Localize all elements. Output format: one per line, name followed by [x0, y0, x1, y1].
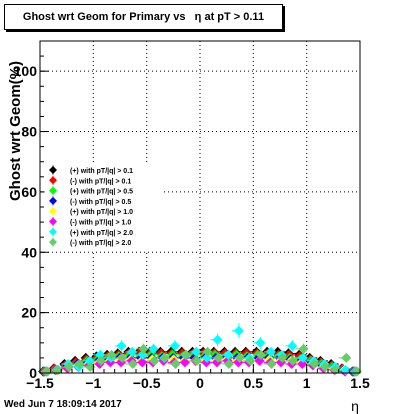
data-point — [148, 343, 159, 354]
data-point — [309, 358, 320, 369]
data-point — [127, 358, 138, 369]
data-point — [117, 352, 128, 363]
legend-marker — [49, 186, 57, 195]
timestamp-label: Wed Jun 7 18:09:14 2017 — [4, 399, 122, 410]
x-tick-label: −1 — [85, 375, 101, 391]
data-point — [201, 352, 212, 363]
y-tick-label: 20 — [21, 305, 37, 321]
data-point — [351, 366, 362, 377]
x-tick-label: −0.5 — [133, 375, 161, 391]
data-point — [223, 349, 234, 360]
y-tick-label: 100 — [14, 63, 38, 79]
data-point — [137, 349, 148, 360]
data-point — [181, 349, 192, 360]
data-point — [106, 349, 117, 360]
legend-marker — [49, 166, 57, 174]
data-point — [298, 343, 309, 354]
chart-title: Ghost wrt Geom for Primary vs η at pT > … — [4, 4, 283, 30]
data-point — [74, 358, 85, 369]
data-point — [255, 349, 266, 360]
data-point — [159, 352, 170, 363]
x-tick-label: 1.5 — [350, 375, 370, 391]
legend-marker — [49, 217, 57, 226]
data-point — [179, 357, 190, 368]
data-point — [213, 352, 224, 363]
data-point — [245, 355, 256, 366]
data-point — [202, 346, 213, 357]
data-point — [116, 340, 127, 351]
x-axis-label: η — [351, 398, 359, 414]
data-point — [277, 352, 288, 363]
x-tick-label: 0 — [196, 375, 204, 391]
legend-label: (-) with pT/|q| > 1.0 — [70, 220, 131, 227]
data-point — [63, 361, 74, 372]
data-point — [287, 355, 298, 366]
legend-label: (-) with pT/|q| > 0.1 — [70, 178, 131, 185]
data-point — [212, 334, 223, 345]
data-point — [127, 346, 138, 357]
data-point — [191, 355, 202, 366]
data-point — [330, 364, 341, 375]
legend-marker — [49, 227, 57, 236]
data-point — [169, 340, 180, 351]
data-point — [95, 355, 106, 366]
legend-marker — [49, 238, 57, 247]
data-point — [191, 346, 202, 357]
data-point — [42, 366, 53, 377]
y-tick-label: 40 — [21, 244, 37, 260]
y-tick-label: 80 — [21, 124, 37, 140]
legend-marker — [49, 196, 57, 205]
data-point — [266, 358, 277, 369]
data-markers — [38, 323, 362, 377]
data-point — [149, 355, 160, 366]
data-point — [297, 358, 308, 369]
legend-label: (-) with pT/|q| > 2.0 — [70, 240, 131, 247]
data-point — [53, 364, 64, 375]
legend-label: (+) with pT/|q| > 2.0 — [70, 230, 133, 237]
data-point — [223, 358, 234, 369]
data-point — [84, 355, 95, 366]
x-tick-label: 0.5 — [244, 375, 264, 391]
data-point — [138, 343, 149, 354]
data-point — [95, 349, 106, 360]
y-axis-label: Ghost wrt Geom(%) — [7, 61, 24, 201]
legend-label: (+) with pT/|q| > 0.1 — [70, 168, 133, 175]
data-point — [85, 361, 96, 372]
x-tick-label: −1.5 — [26, 375, 54, 391]
legend-marker — [49, 207, 57, 216]
x-tick-label: 1 — [303, 375, 311, 391]
legend: (+) with pT/|q| > 0.1 (-) with pT/|q| > 0… — [44, 162, 164, 250]
data-point — [234, 352, 245, 363]
legend-label: (+) with pT/|q| > 1.0 — [70, 209, 133, 216]
data-point — [297, 352, 308, 363]
axes-ticks: −1.5 −1 −0.5 0 0.5 1 1.5 0 20 40 60 80 100 — [14, 40, 370, 391]
data-point — [287, 340, 298, 351]
data-point — [255, 337, 266, 348]
legend-marker — [49, 176, 57, 185]
data-point — [340, 364, 351, 375]
legend-label: (+) with pT/|q| > 0.5 — [70, 189, 133, 196]
data-point — [233, 325, 244, 336]
grid-lines — [40, 41, 360, 373]
legend-label: (-) with pT/|q| > 0.5 — [70, 199, 131, 206]
data-point — [137, 357, 148, 368]
legend-box — [44, 162, 164, 250]
y-tick-label: 0 — [29, 365, 37, 381]
y-tick-label: 60 — [21, 184, 37, 200]
data-point — [265, 346, 276, 357]
data-point — [319, 361, 330, 372]
data-point — [170, 358, 181, 369]
data-point — [341, 352, 352, 363]
